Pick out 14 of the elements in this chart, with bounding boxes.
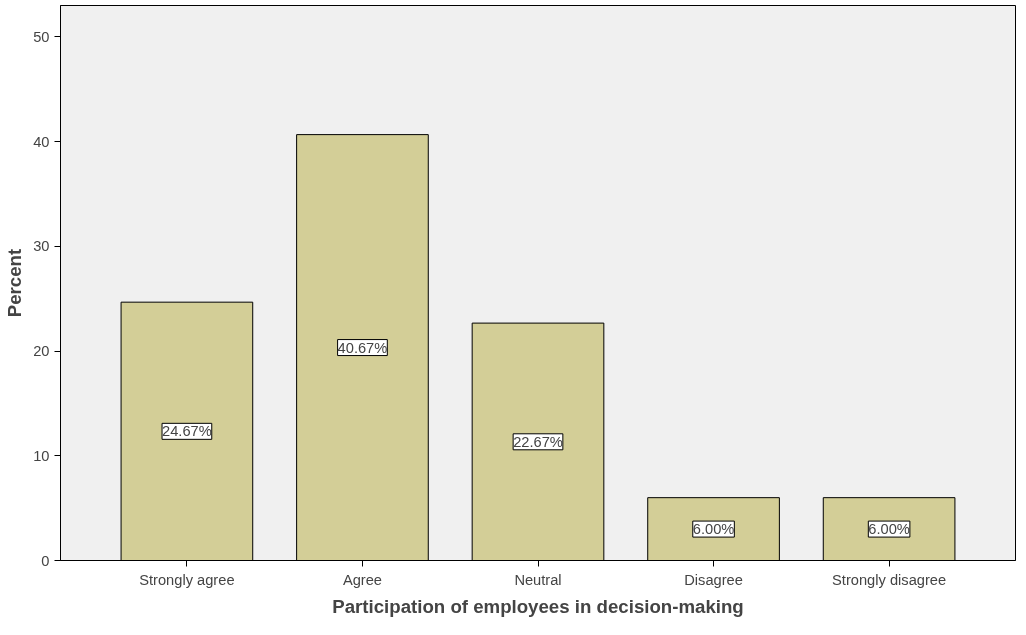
x-axis-title: Participation of employees in decision-making: [332, 595, 744, 617]
y-tick-label: 30: [33, 238, 50, 255]
y-tick-label: 0: [41, 552, 50, 569]
y-tick-label: 50: [33, 28, 50, 45]
y-tick-label: 10: [33, 447, 50, 464]
data-label: 6.00%: [692, 521, 735, 538]
x-tick-label: Agree: [342, 571, 383, 588]
x-tick-label: Disagree: [684, 571, 743, 588]
y-axis-title: Percent: [4, 248, 26, 318]
y-tick-label: 40: [33, 133, 50, 150]
x-tick-label: Strongly agree: [139, 571, 235, 588]
y-tick-label: 20: [33, 343, 50, 360]
x-tick-label: Neutral: [514, 571, 562, 588]
x-tick-label: Strongly disagree: [832, 571, 947, 588]
